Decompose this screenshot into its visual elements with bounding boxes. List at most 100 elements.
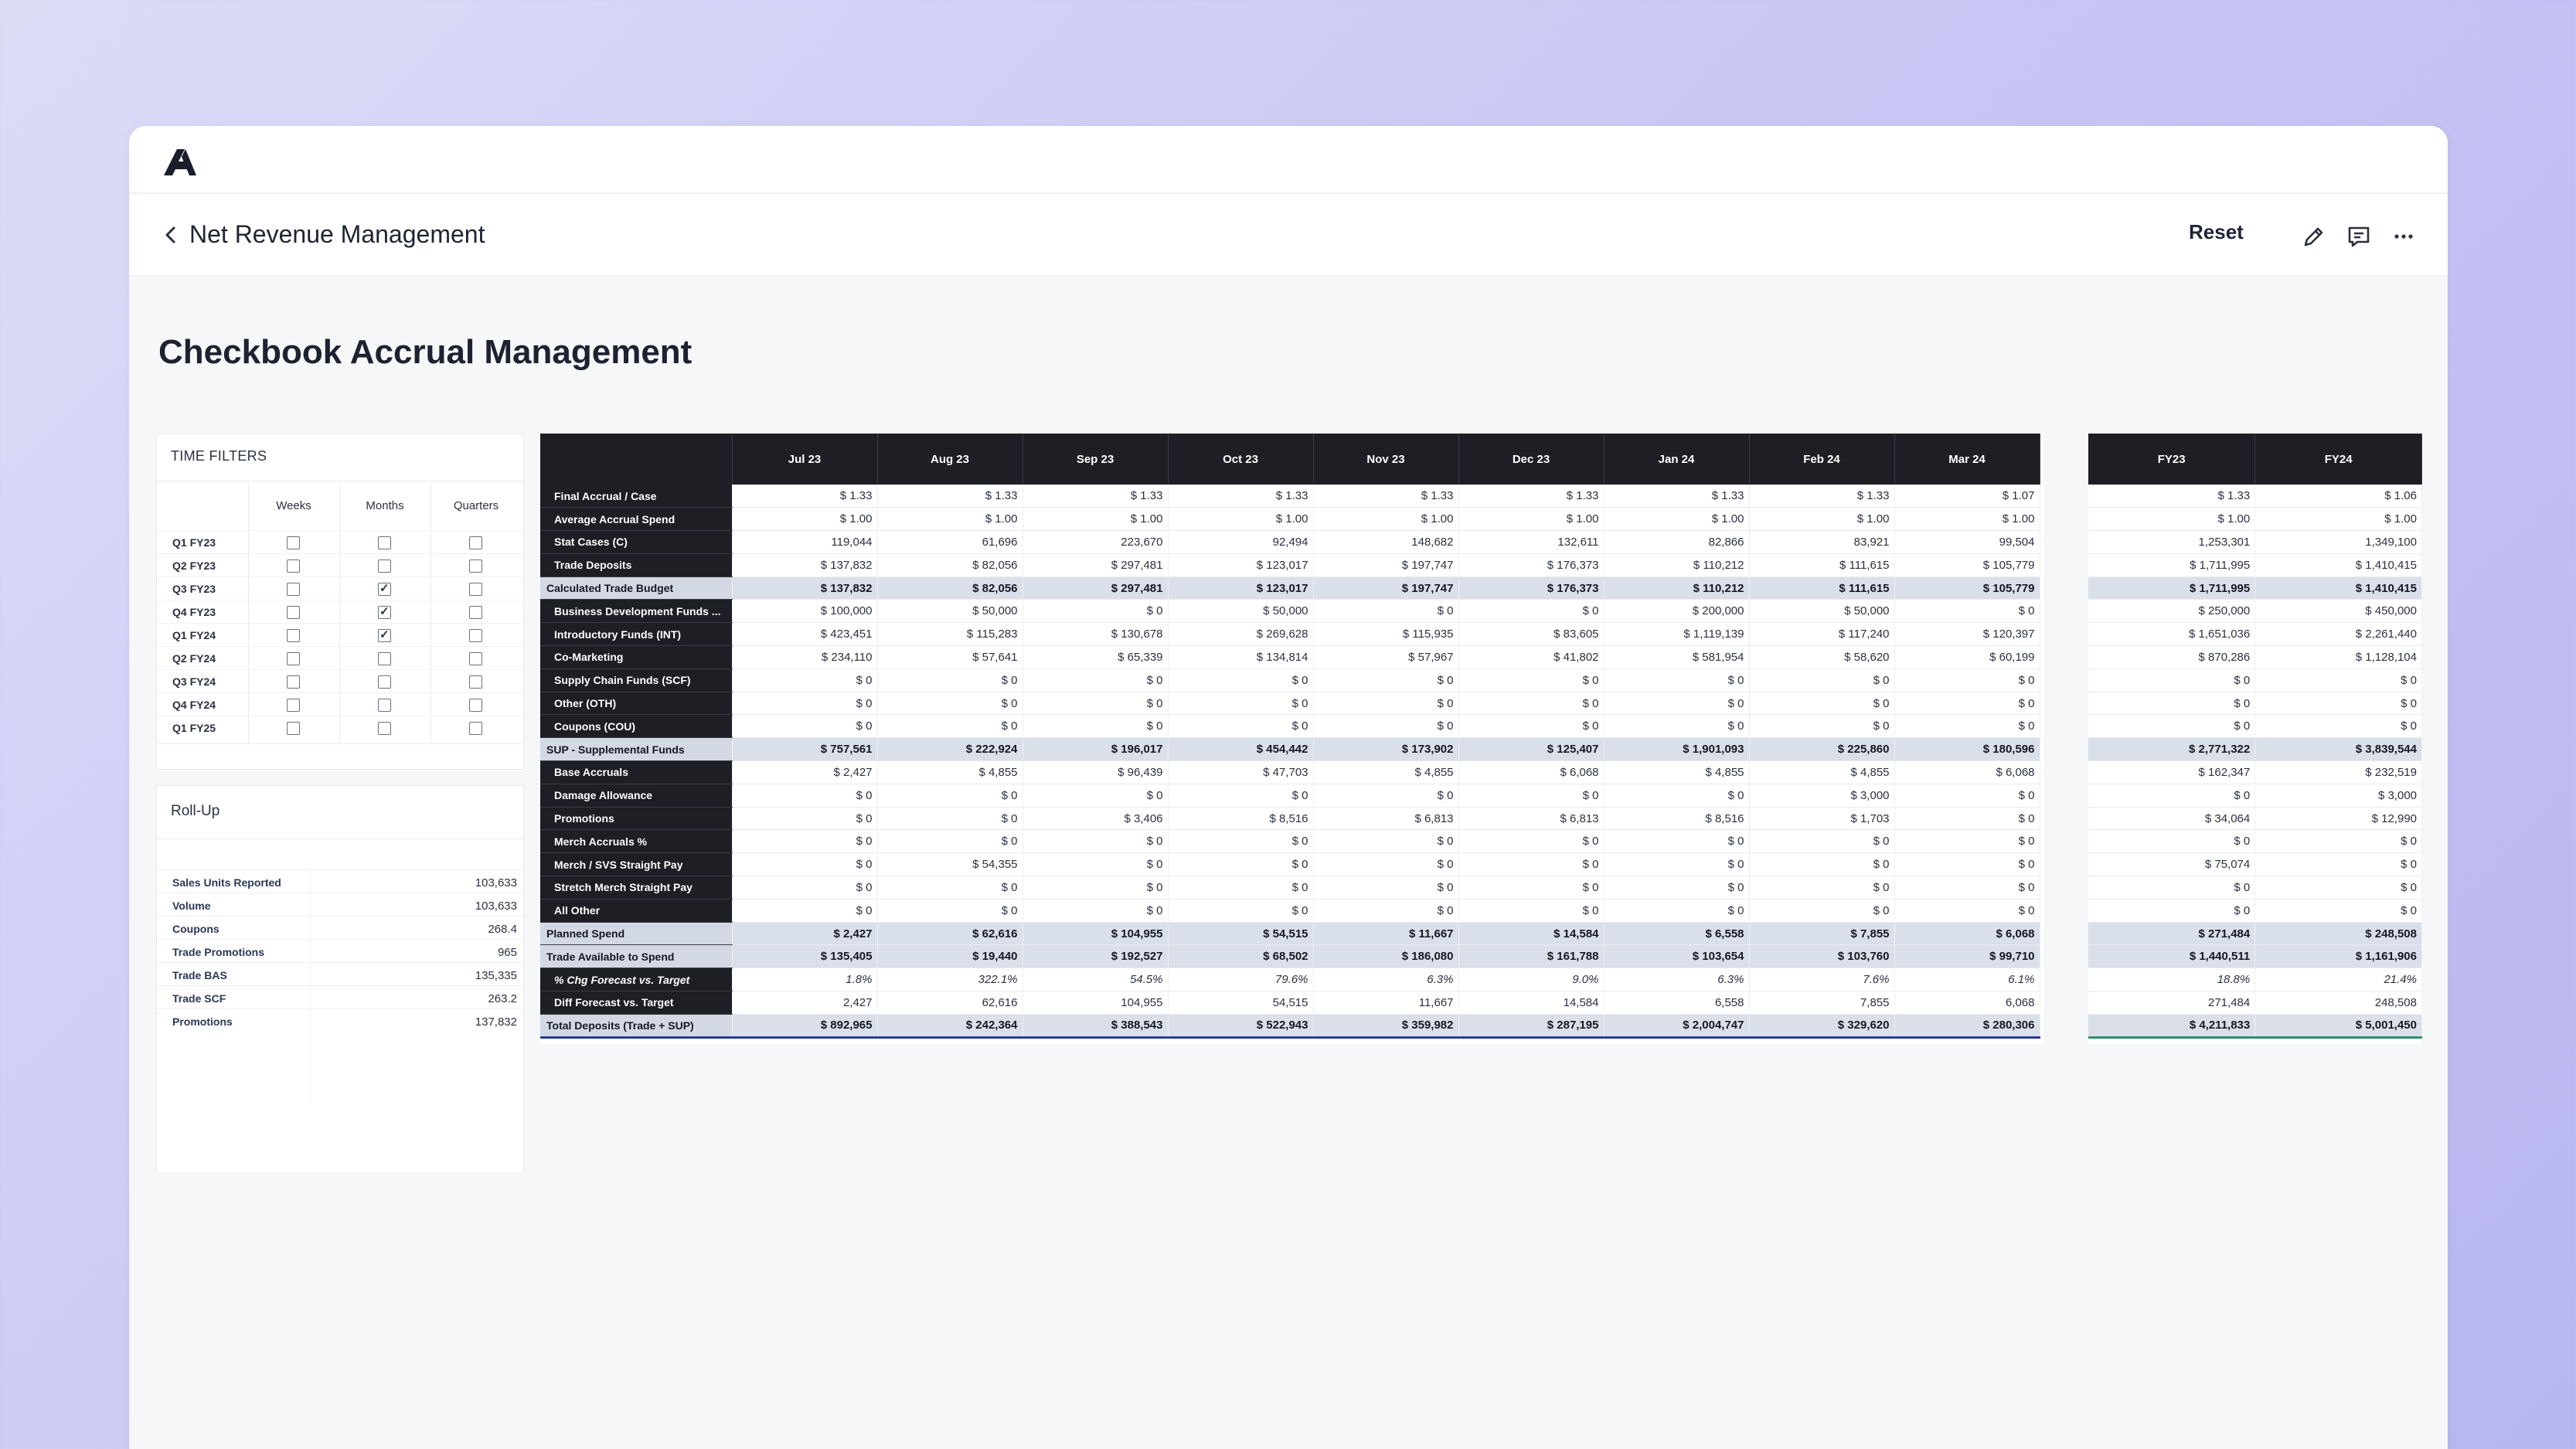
fy-table-cell[interactable]: 18.8%	[2088, 968, 2256, 992]
table-cell[interactable]: $ 0	[1168, 899, 1314, 923]
checkbox-months[interactable]	[378, 722, 391, 735]
table-cell[interactable]: 82,866	[1604, 530, 1750, 554]
table-cell[interactable]: $ 180,596	[1894, 737, 2040, 762]
checkbox-quarters[interactable]	[469, 536, 482, 549]
row-label[interactable]: Coupons (COU)	[540, 714, 733, 739]
table-cell[interactable]: $ 58,620	[1749, 645, 1895, 669]
column-header-month[interactable]: Jan 24	[1604, 434, 1750, 485]
table-cell[interactable]: $ 137,832	[732, 553, 878, 577]
fy-table-cell[interactable]: $ 1,711,995	[2088, 553, 2256, 577]
table-cell[interactable]: $ 0	[877, 807, 1023, 831]
fy-table-cell[interactable]: $ 5,001,450	[2254, 1014, 2422, 1039]
table-cell[interactable]: $ 1.00	[1168, 507, 1314, 532]
row-label[interactable]: Business Development Funds ...	[540, 599, 733, 624]
fy-table-cell[interactable]: $ 0	[2088, 714, 2256, 739]
table-cell[interactable]: $ 0	[1458, 876, 1604, 900]
table-cell[interactable]: $ 0	[1604, 876, 1750, 900]
table-cell[interactable]: $ 0	[1604, 899, 1750, 923]
table-cell[interactable]: $ 1.33	[1168, 485, 1314, 509]
table-cell[interactable]: $ 4,855	[877, 760, 1023, 784]
table-cell[interactable]: $ 280,306	[1894, 1014, 2040, 1039]
table-cell[interactable]: $ 192,527	[1023, 944, 1169, 969]
table-cell[interactable]: 54.5%	[1023, 968, 1169, 992]
table-cell[interactable]: $ 186,080	[1313, 944, 1459, 969]
table-cell[interactable]: $ 62,616	[877, 922, 1023, 946]
table-cell[interactable]: 6,068	[1894, 991, 2040, 1015]
table-cell[interactable]: $ 0	[1894, 714, 2040, 739]
table-cell[interactable]: 7.6%	[1749, 968, 1895, 992]
table-cell[interactable]: $ 0	[877, 784, 1023, 808]
table-cell[interactable]: 132,611	[1458, 530, 1604, 554]
fy-table-cell[interactable]: $ 1,410,415	[2254, 577, 2422, 600]
fy-table-cell[interactable]: $ 0	[2088, 784, 2256, 808]
table-cell[interactable]: $ 0	[1168, 876, 1314, 900]
table-cell[interactable]: 14,584	[1458, 991, 1604, 1015]
table-cell[interactable]: $ 0	[1313, 876, 1459, 900]
table-cell[interactable]: $ 0	[1313, 829, 1459, 854]
table-cell[interactable]: $ 1.33	[1313, 485, 1459, 509]
table-cell[interactable]: $ 287,195	[1458, 1014, 1604, 1039]
table-cell[interactable]: $ 0	[877, 668, 1023, 692]
fy-table-cell[interactable]: $ 1,161,906	[2254, 944, 2422, 969]
table-cell[interactable]: $ 0	[1749, 876, 1895, 900]
fy-table-cell[interactable]: $ 34,064	[2088, 807, 2256, 831]
table-cell[interactable]: $ 0	[1894, 829, 2040, 854]
table-cell[interactable]: $ 892,965	[732, 1014, 878, 1039]
column-header-fy[interactable]: FY23	[2088, 434, 2256, 485]
fy-table-cell[interactable]: 1,253,301	[2088, 530, 2256, 554]
table-cell[interactable]: $ 0	[1313, 599, 1459, 624]
fy-table-cell[interactable]: $ 2,261,440	[2254, 622, 2422, 647]
table-cell[interactable]: $ 0	[877, 692, 1023, 716]
table-cell[interactable]: $ 50,000	[877, 599, 1023, 624]
table-cell[interactable]: $ 0	[1168, 784, 1314, 808]
table-cell[interactable]: $ 4,855	[1313, 760, 1459, 784]
table-cell[interactable]: $ 0	[1458, 852, 1604, 877]
table-cell[interactable]: $ 7,855	[1749, 922, 1895, 946]
table-cell[interactable]: 104,955	[1023, 991, 1169, 1015]
table-cell[interactable]: $ 0	[1313, 899, 1459, 923]
table-cell[interactable]: 6.3%	[1313, 968, 1459, 992]
table-cell[interactable]: $ 54,515	[1168, 922, 1314, 946]
fy-table-cell[interactable]: $ 12,990	[2254, 807, 2422, 831]
fy-table-cell[interactable]: 21.4%	[2254, 968, 2422, 992]
table-cell[interactable]: $ 0	[1894, 876, 2040, 900]
row-label[interactable]: Supply Chain Funds (SCF)	[540, 668, 733, 692]
checkbox-weeks[interactable]	[287, 629, 300, 642]
table-cell[interactable]: $ 297,481	[1023, 577, 1169, 600]
table-cell[interactable]: $ 1.33	[1458, 485, 1604, 509]
table-cell[interactable]: $ 329,620	[1749, 1014, 1895, 1039]
table-cell[interactable]: $ 0	[1749, 852, 1895, 877]
checkbox-weeks[interactable]	[287, 560, 300, 573]
fy-table-cell[interactable]: $ 1.00	[2088, 507, 2256, 532]
table-cell[interactable]: $ 242,364	[877, 1014, 1023, 1039]
table-cell[interactable]: $ 115,935	[1313, 622, 1459, 647]
table-cell[interactable]: $ 125,407	[1458, 737, 1604, 762]
table-cell[interactable]: $ 200,000	[1604, 599, 1750, 624]
row-label[interactable]: Final Accrual / Case	[540, 485, 733, 509]
table-cell[interactable]: $ 0	[732, 807, 878, 831]
table-cell[interactable]: $ 0	[1313, 714, 1459, 739]
table-cell[interactable]: $ 111,615	[1749, 577, 1895, 600]
table-cell[interactable]: 119,044	[732, 530, 878, 554]
table-cell[interactable]: $ 0	[1168, 829, 1314, 854]
table-cell[interactable]: $ 0	[1168, 852, 1314, 877]
table-cell[interactable]: $ 57,967	[1313, 645, 1459, 669]
table-cell[interactable]: $ 0	[1313, 668, 1459, 692]
table-cell[interactable]: 223,670	[1023, 530, 1169, 554]
checkbox-weeks[interactable]	[287, 722, 300, 735]
row-label[interactable]: Trade Deposits	[540, 553, 733, 577]
table-cell[interactable]: $ 134,814	[1168, 645, 1314, 669]
row-label[interactable]: Co-Marketing	[540, 645, 733, 669]
table-cell[interactable]: $ 1.00	[1604, 507, 1750, 532]
checkbox-quarters[interactable]	[469, 699, 482, 712]
table-cell[interactable]: $ 176,373	[1458, 577, 1604, 600]
table-cell[interactable]: $ 83,605	[1458, 622, 1604, 647]
table-cell[interactable]: $ 0	[1458, 829, 1604, 854]
table-cell[interactable]: $ 0	[1894, 668, 2040, 692]
checkbox-quarters[interactable]	[469, 583, 482, 596]
table-cell[interactable]: $ 60,199	[1894, 645, 2040, 669]
row-label[interactable]: Diff Forecast vs. Target	[540, 991, 733, 1015]
table-cell[interactable]: $ 423,451	[732, 622, 878, 647]
table-cell[interactable]: $ 111,615	[1749, 553, 1895, 577]
table-cell[interactable]: $ 0	[1749, 899, 1895, 923]
